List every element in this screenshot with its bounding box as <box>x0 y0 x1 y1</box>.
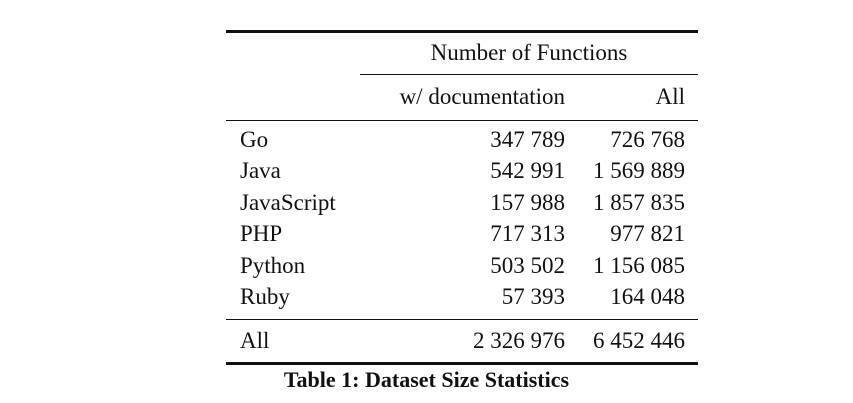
column-header-with-documentation: w/ documentation <box>399 84 565 109</box>
table-top-rule <box>226 30 698 33</box>
row-with-doc-value: 57 393 <box>501 284 565 309</box>
row-all-value: 1 569 889 <box>593 158 685 183</box>
group-header-number-of-functions: Number of Functions <box>430 40 628 65</box>
row-all-value: 1 156 085 <box>593 253 685 278</box>
header-bottom-rule <box>226 120 698 121</box>
total-rule <box>226 319 698 320</box>
row-with-doc-value: 717 313 <box>490 221 565 246</box>
row-all-value: 977 821 <box>610 221 685 246</box>
row-language: Go <box>240 127 269 152</box>
total-label: All <box>240 328 270 353</box>
row-language: JavaScript <box>240 190 336 215</box>
group-header-rule <box>360 74 698 75</box>
row-language: Java <box>240 158 281 183</box>
row-language: PHP <box>240 221 283 246</box>
column-header-all: All <box>655 84 685 109</box>
row-with-doc-value: 157 988 <box>490 190 565 215</box>
row-all-value: 726 768 <box>610 127 685 152</box>
total-all-value: 6 452 446 <box>593 328 685 353</box>
row-with-doc-value: 542 991 <box>490 158 565 183</box>
row-language: Python <box>240 253 306 278</box>
row-with-doc-value: 503 502 <box>490 253 565 278</box>
row-language: Ruby <box>240 284 290 309</box>
table-caption: Table 1: Dataset Size Statistics <box>283 367 570 392</box>
row-with-doc-value: 347 789 <box>490 127 565 152</box>
table-bottom-rule <box>226 362 698 365</box>
total-with-doc-value: 2 326 976 <box>473 328 565 353</box>
row-all-value: 164 048 <box>610 284 685 309</box>
row-all-value: 1 857 835 <box>593 190 685 215</box>
